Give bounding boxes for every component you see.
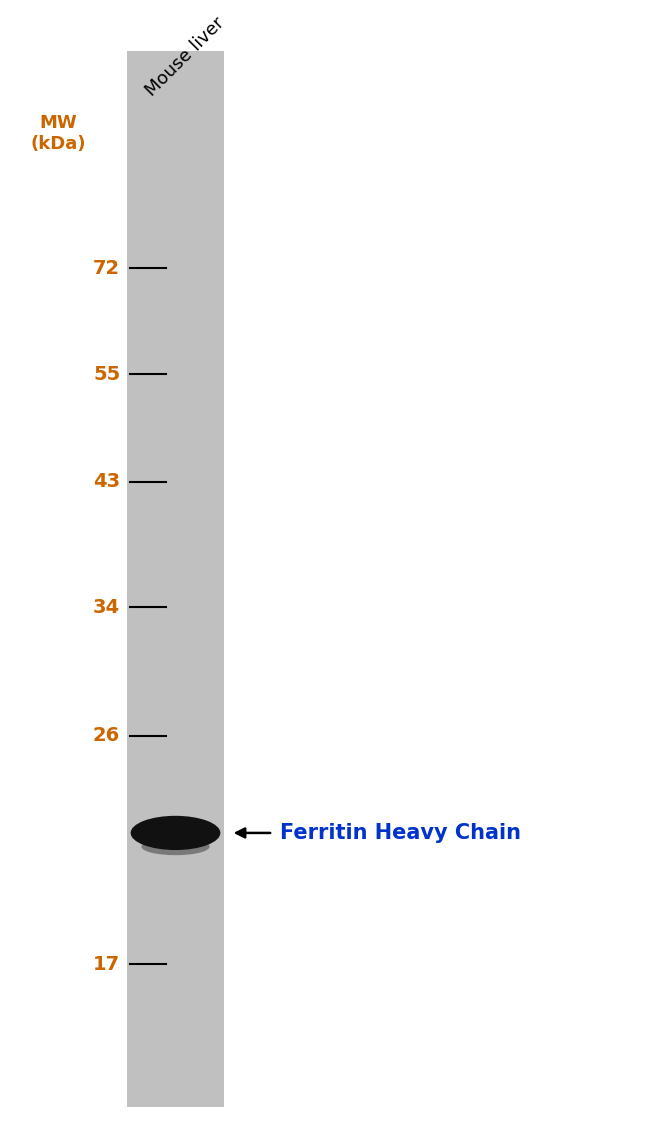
Ellipse shape — [131, 816, 220, 850]
Text: Mouse liver: Mouse liver — [142, 14, 228, 99]
Text: 26: 26 — [93, 727, 120, 745]
Text: 72: 72 — [93, 259, 120, 277]
Text: 43: 43 — [93, 472, 120, 491]
Text: 55: 55 — [93, 365, 120, 383]
Text: Ferritin Heavy Chain: Ferritin Heavy Chain — [280, 823, 521, 843]
Text: MW
(kDa): MW (kDa) — [31, 114, 86, 153]
Text: 17: 17 — [93, 955, 120, 973]
Bar — [127, 51, 224, 1107]
Ellipse shape — [142, 837, 209, 856]
Text: 34: 34 — [93, 598, 120, 616]
